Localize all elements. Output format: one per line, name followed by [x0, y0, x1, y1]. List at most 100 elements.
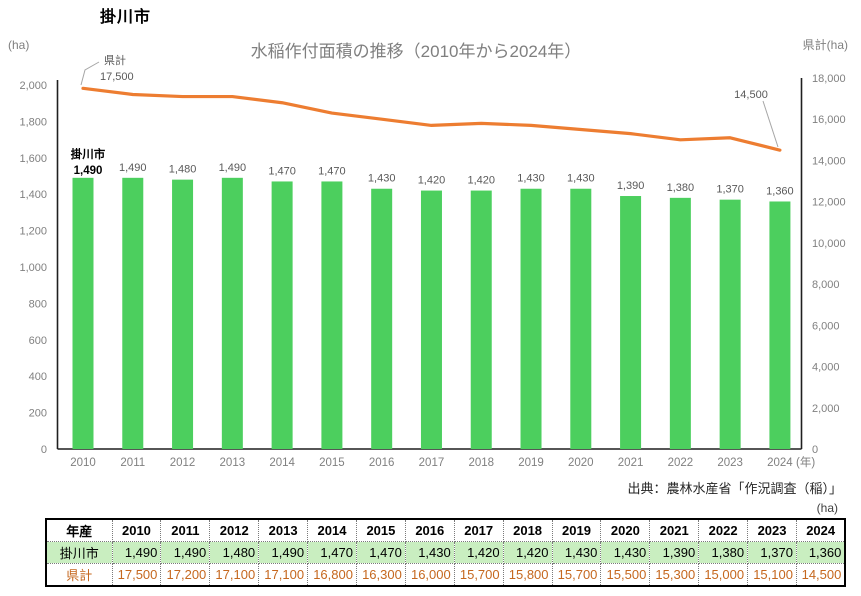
bar-label-2016: 1,430 — [368, 173, 396, 185]
x-tick-label-2011: 2011 — [120, 457, 145, 469]
table-header-2021: 2021 — [649, 518, 700, 542]
cell-掛川市-2012: 1,480 — [209, 541, 260, 564]
left-tick-label: 1,200 — [19, 226, 47, 238]
table-header-2013: 2013 — [258, 518, 309, 542]
left-tick-label: 600 — [29, 335, 47, 347]
cell-県計-2016: 16,000 — [404, 563, 455, 587]
cell-県計-2018: 15,800 — [502, 563, 553, 587]
prefecture-total-line — [81, 86, 782, 152]
bar-2021 — [620, 196, 642, 449]
table-unit-label: (ha) — [816, 501, 838, 515]
x-tick-label-2017: 2017 — [419, 457, 445, 469]
right-axis-unit: 県計(ha) — [803, 37, 848, 52]
table-header-2019: 2019 — [551, 518, 602, 542]
bar-2020 — [570, 188, 592, 450]
x-tick-label-2022: 2022 — [668, 457, 694, 469]
bar-2024 — [769, 201, 791, 449]
line-start-leader — [80, 61, 100, 86]
bar-2011 — [122, 177, 144, 449]
cell-掛川市-2020: 1,430 — [600, 541, 651, 564]
bar-label-2021: 1,390 — [617, 180, 645, 192]
left-axis-unit: (ha) — [8, 38, 29, 52]
bar-label-2024: 1,360 — [766, 185, 794, 197]
right-tick-label: 16,000 — [812, 114, 846, 126]
table-header-2012: 2012 — [209, 518, 260, 542]
cell-県計-2020: 15,500 — [600, 563, 651, 587]
x-tick-label-2016: 2016 — [369, 457, 395, 469]
bar-label-2023: 1,370 — [716, 184, 744, 196]
cell-掛川市-2015: 1,470 — [355, 541, 406, 564]
bar-2019 — [520, 188, 542, 450]
cell-県計-2022: 15,000 — [698, 563, 749, 587]
left-tick-label: 200 — [29, 408, 47, 420]
bar-start-value-label: 1,490 — [74, 165, 103, 177]
cell-県計-2011: 17,200 — [160, 563, 211, 587]
bar-label-2013: 1,490 — [219, 162, 247, 174]
table-header-2024: 2024 — [795, 518, 846, 542]
bar-label-2022: 1,380 — [667, 182, 695, 194]
chart-title: 水稲作付面積の推移（2010年から2024年） — [251, 42, 582, 61]
cell-掛川市-2013: 1,490 — [258, 541, 309, 564]
cell-掛川市-2022: 1,380 — [698, 541, 749, 564]
bar-2016 — [371, 188, 393, 450]
table-header-2016: 2016 — [404, 518, 455, 542]
left-tick-label: 800 — [29, 298, 47, 310]
bar-2013 — [221, 177, 243, 449]
table-header-2023: 2023 — [747, 518, 797, 542]
left-tick-label: 400 — [29, 371, 47, 383]
right-tick-label: 4,000 — [812, 362, 840, 374]
right-tick-label: 10,000 — [812, 238, 846, 250]
cell-掛川市-2021: 1,390 — [649, 541, 700, 564]
x-tick-label-2015: 2015 — [319, 457, 345, 469]
left-tick-label: 1,000 — [19, 262, 47, 274]
x-tick-label-2010: 2010 — [70, 457, 96, 469]
x-tick-label-2023: 2023 — [717, 457, 743, 469]
left-tick-label: 1,600 — [19, 153, 47, 165]
table-header-year-label: 年産 — [45, 518, 113, 542]
bar-label-2014: 1,470 — [268, 165, 296, 177]
row-label: 県計 — [45, 563, 113, 587]
bar-2022 — [669, 197, 691, 449]
cell-掛川市-2010: 1,490 — [111, 541, 162, 564]
bar-series-label: 掛川市 — [71, 147, 106, 161]
x-axis-unit: (年) — [796, 455, 815, 469]
cell-掛川市-2014: 1,470 — [307, 541, 357, 564]
cell-県計-2015: 16,300 — [355, 563, 406, 587]
table-header-row: 年産 2010 2011 2012 2013 2014 2015 2016 2017 2018 20… — [45, 518, 846, 542]
cell-県計-2019: 15,700 — [551, 563, 602, 587]
table-header-2020: 2020 — [600, 518, 651, 542]
bar-2015 — [321, 181, 343, 449]
cell-県計-2024: 14,500 — [795, 563, 846, 587]
right-tick-label: 6,000 — [812, 320, 840, 332]
cell-掛川市-2016: 1,430 — [404, 541, 455, 564]
x-tick-label-2013: 2013 — [220, 457, 246, 469]
bar-2018 — [470, 190, 492, 449]
right-tick-label: 8,000 — [812, 279, 840, 291]
x-tick-label-2018: 2018 — [468, 457, 494, 469]
right-tick-label: 18,000 — [812, 73, 846, 85]
cell-掛川市-2023: 1,370 — [747, 541, 797, 564]
region-title: 掛川市 — [100, 9, 152, 26]
x-tick-label-2012: 2012 — [170, 457, 196, 469]
left-tick-label: 1,400 — [19, 189, 47, 201]
line-start-value-label: 17,500 — [100, 71, 134, 83]
x-tick-label-2021: 2021 — [618, 457, 644, 469]
table-row-kakegawa: 掛川市 1,490 1,490 1,480 1,490 1,470 1,470 1,430 1,… — [45, 541, 846, 564]
table-header-2014: 2014 — [307, 518, 357, 542]
x-tick-label-2020: 2020 — [568, 457, 594, 469]
data-table: 年産 2010 2011 2012 2013 2014 2015 2016 2017 2018 20… — [45, 518, 847, 587]
right-tick-label: 0 — [812, 444, 818, 456]
table-header-2010: 2010 — [111, 518, 162, 542]
cell-県計-2023: 15,100 — [747, 563, 797, 587]
table-header-2017: 2017 — [453, 518, 504, 542]
cell-県計-2017: 15,700 — [453, 563, 504, 587]
cell-掛川市-2018: 1,420 — [502, 541, 553, 564]
combo-chart: 水稲作付面積の推移（2010年から2024年） (ha) 県計(ha) 0 200 400… — [8, 37, 848, 469]
cell-掛川市-2024: 1,360 — [795, 541, 846, 564]
cell-県計-2021: 15,300 — [649, 563, 700, 587]
x-tick-label-2024: 2024 — [767, 457, 793, 469]
right-tick-label: 2,000 — [812, 403, 840, 415]
table-header-2011: 2011 — [160, 518, 211, 542]
bar-label-2017: 1,420 — [418, 175, 446, 187]
